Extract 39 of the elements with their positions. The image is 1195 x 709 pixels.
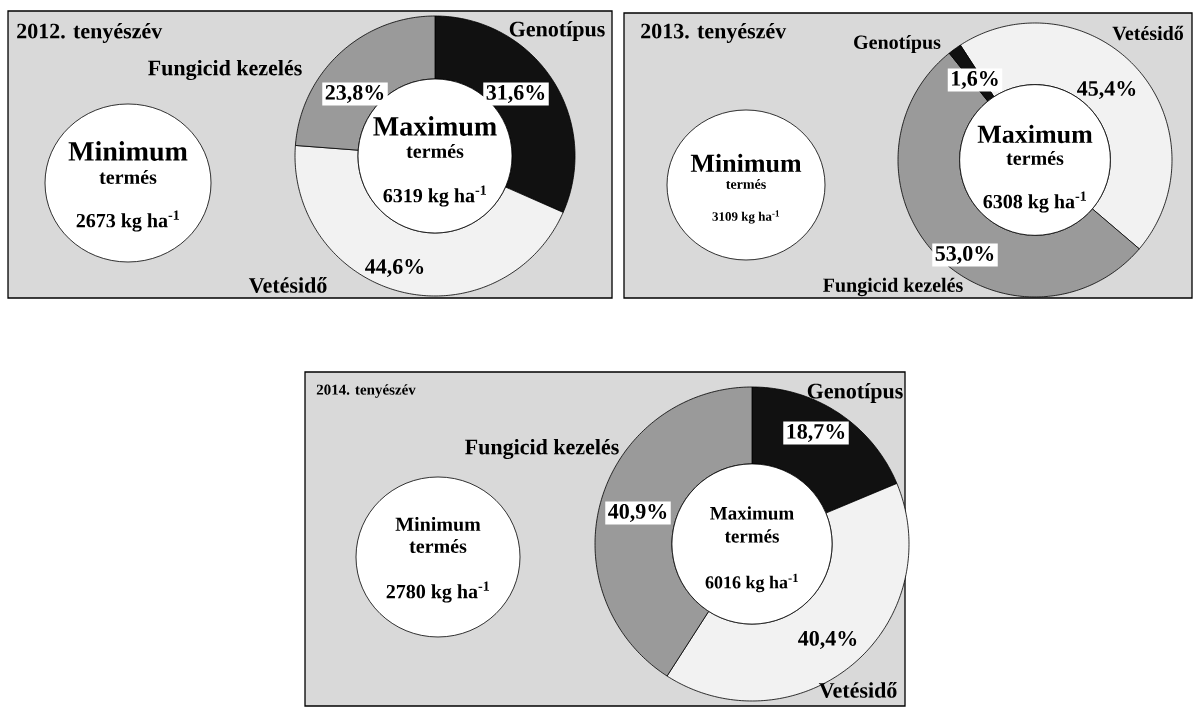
text: 6319 kg ha$^{-1}$ [383,185,486,207]
text: 3109 kg ha$^{-1}$ [712,210,780,224]
data-label: 31,6% [486,84,545,104]
text: Minimum [690,153,802,173]
data-label: 1,6% [952,70,998,90]
text: 2780 kg ha$^{-1}$ [386,581,489,603]
text: 6016 kg ha$^{-1}$ [705,573,798,593]
slice-label: Genotípus [509,21,605,41]
data-label: 18,7% [787,423,845,442]
chart-title: 2013. tenyészév [641,22,787,44]
slice-label: Genotípus [807,383,903,403]
text: termés [409,538,467,554]
text: termés [1006,150,1064,166]
data-label: 23,8% [325,84,384,104]
slice-label: Genotípus [854,34,941,54]
text: 2673 kg ha$^{-1}$ [76,210,179,232]
chart-title: 2012. tenyészév [17,22,163,44]
text: termés [724,529,779,543]
slice-label: Vetésidő [818,682,897,698]
data-label: 53,0% [935,245,994,264]
slice-label: Fungicid kezelés [823,277,963,297]
slice-label: Fungicid kezelés [148,59,302,81]
data-label: 44,6% [365,258,424,277]
text: 6308 kg ha$^{-1}$ [983,191,1086,213]
text: Maximum [710,506,794,520]
slice-label: Vetésidő [1112,25,1184,41]
data-label: 40,4% [798,630,857,649]
slice-label: Fungicid kezelés [465,438,619,460]
text: Maximum [977,124,1093,144]
text: termés [406,143,464,159]
slice-label: Vetésidő [248,277,327,293]
data-label: 45,4% [1077,80,1136,100]
text: Maximum [373,116,497,136]
text: termés [99,169,157,185]
text: termés [726,179,766,189]
text: Minimum [68,141,188,161]
chart-title: 2014. tenyészév [316,384,416,398]
text: Minimum [395,516,481,532]
data-label: 40,9% [608,503,667,522]
